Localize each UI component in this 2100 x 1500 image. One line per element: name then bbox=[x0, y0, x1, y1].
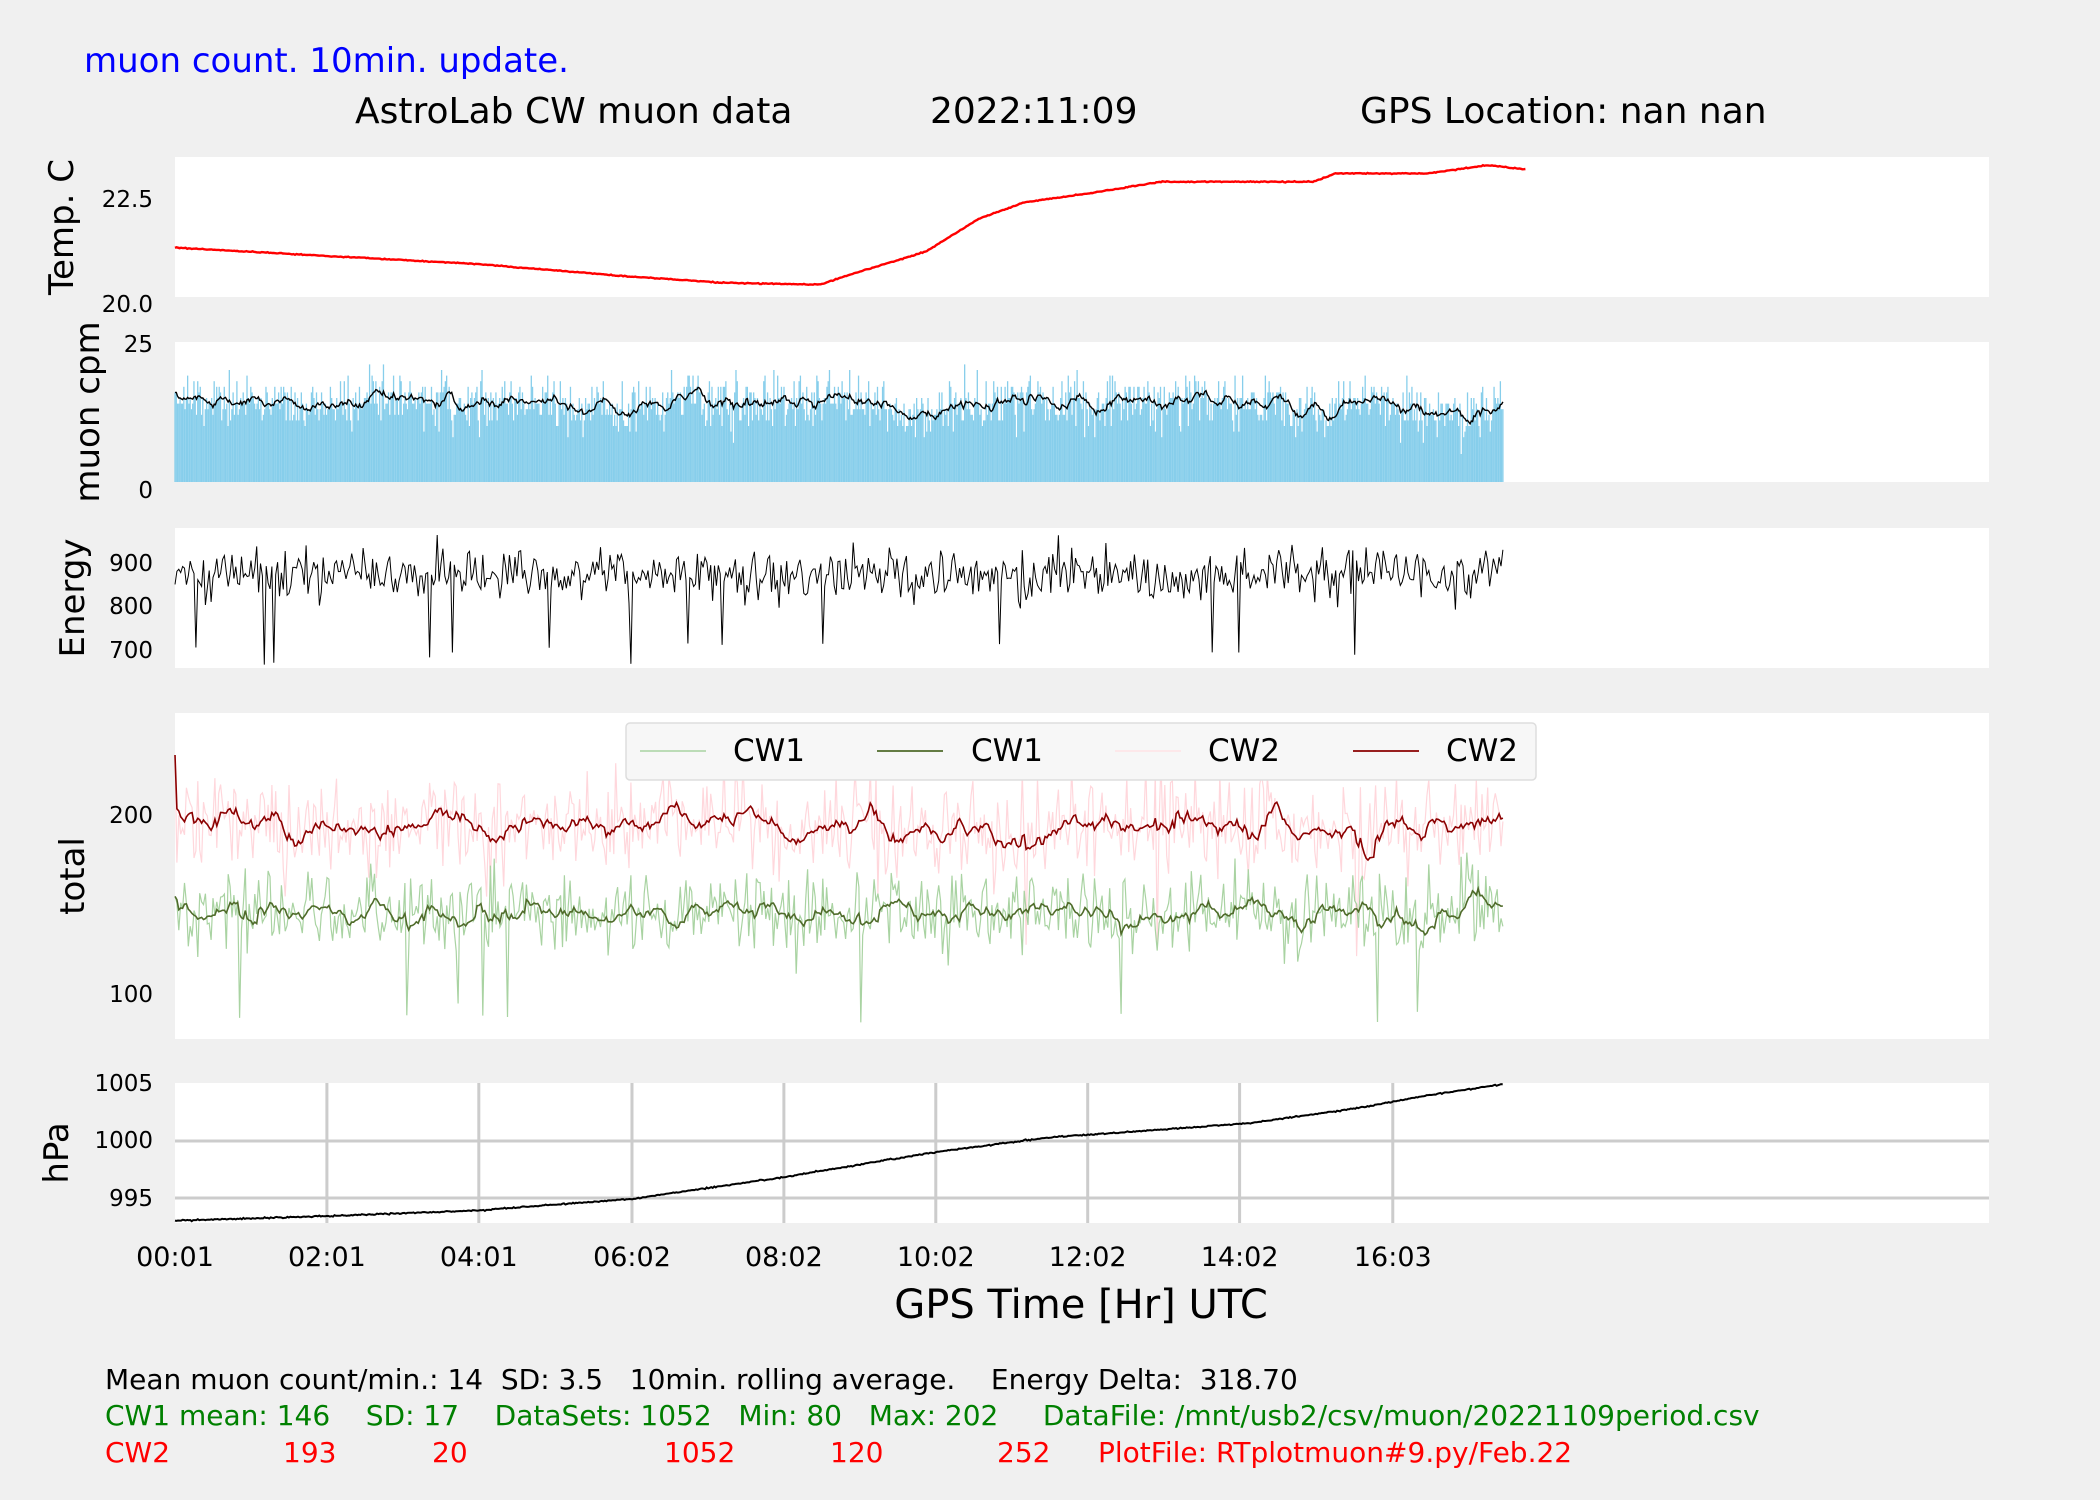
ytick-hpa-995: 995 bbox=[109, 1186, 153, 1212]
cw2-datasets: 1052 bbox=[664, 1436, 735, 1469]
cpm-plot bbox=[174, 364, 1504, 482]
cpm-rolling-average bbox=[175, 386, 1504, 426]
chart-date: 2022:11:09 bbox=[930, 91, 1138, 132]
ytick-cpm-0: 0 bbox=[138, 478, 153, 504]
energy-plot bbox=[174, 534, 1504, 665]
legend-label-cw2-avg: CW2 bbox=[1446, 733, 1518, 769]
ylabel-energy: Energy bbox=[53, 538, 93, 657]
ytick-temp-20: 20.0 bbox=[102, 292, 153, 318]
subtitle: muon count. 10min. update. bbox=[84, 41, 569, 81]
x-tick-label: 04:01 bbox=[440, 1242, 518, 1273]
cw2-sd: 20 bbox=[432, 1436, 468, 1469]
gps-location: GPS Location: nan nan bbox=[1360, 91, 1767, 132]
x-tick-label: 06:02 bbox=[593, 1242, 671, 1273]
panel-temp bbox=[175, 157, 1989, 297]
cw1-raw-line bbox=[174, 852, 1504, 1023]
panel-pressure bbox=[175, 1083, 1989, 1223]
x-tick-label: 02:01 bbox=[288, 1242, 366, 1273]
legend: CW1 CW1 CW2 CW2 bbox=[625, 722, 1537, 781]
legend-label-cw1-raw: CW1 bbox=[733, 733, 805, 769]
pressure-line bbox=[174, 1083, 1503, 1223]
ytick-hpa-1000: 1000 bbox=[94, 1128, 153, 1154]
chart-title: AstroLab CW muon data bbox=[355, 91, 792, 132]
energy-line bbox=[174, 534, 1504, 665]
x-tick-label: 14:02 bbox=[1201, 1242, 1279, 1273]
ytick-cpm-25: 25 bbox=[124, 332, 153, 358]
ytick-total-100: 100 bbox=[109, 982, 153, 1008]
stats-line-cw2: CW2 193 20 1052 120 252 PlotFile: RTplot… bbox=[105, 1436, 1572, 1469]
total-plot bbox=[174, 754, 1504, 1023]
x-axis-label: GPS Time [Hr] UTC bbox=[894, 1282, 1268, 1328]
legend-box bbox=[625, 722, 1537, 781]
cw2-max: 252 bbox=[997, 1436, 1050, 1469]
ylabel-pressure: hPa bbox=[37, 1122, 77, 1183]
cw2-min: 120 bbox=[830, 1436, 883, 1469]
legend-label-cw1-avg: CW1 bbox=[971, 733, 1043, 769]
cw2-name: CW2 bbox=[105, 1436, 170, 1469]
cw2-raw-line bbox=[174, 754, 1504, 957]
legend-label-cw2-raw: CW2 bbox=[1208, 733, 1280, 769]
x-tick-label: 16:03 bbox=[1354, 1242, 1432, 1273]
ylabel-total: total bbox=[53, 837, 93, 915]
ytick-total-200: 200 bbox=[109, 803, 153, 829]
x-tick-label: 08:02 bbox=[745, 1242, 823, 1273]
x-tick-label: 00:01 bbox=[136, 1242, 214, 1273]
ytick-energy-700: 700 bbox=[109, 638, 153, 664]
cw2-plotfile: PlotFile: RTplotmuon#9.py/Feb.22 bbox=[1098, 1436, 1572, 1469]
cw2-mean: 193 bbox=[283, 1436, 336, 1469]
x-axis: 00:01 02:01 04:01 06:02 08:02 10:02 12:02 14:02… bbox=[136, 1242, 1432, 1273]
ylabel-temp: Temp. C bbox=[42, 159, 82, 296]
x-tick-label: 12:02 bbox=[1049, 1242, 1127, 1273]
ylabel-cpm: muon cpm bbox=[68, 321, 108, 502]
ytick-hpa-1005: 1005 bbox=[94, 1071, 153, 1097]
panel-energy bbox=[175, 528, 1989, 668]
stats-line-cw1: CW1 mean: 146 SD: 17 DataSets: 1052 Min:… bbox=[105, 1399, 1760, 1432]
cw1-rolling-line bbox=[174, 885, 1503, 938]
temp-line bbox=[174, 163, 1526, 287]
cw2-rolling-line bbox=[174, 754, 1504, 862]
temp-plot bbox=[174, 163, 1526, 287]
pressure-plot bbox=[174, 1083, 1503, 1223]
x-tick-label: 10:02 bbox=[897, 1242, 975, 1273]
ytick-temp-22.5: 22.5 bbox=[102, 187, 153, 213]
ytick-energy-800: 800 bbox=[109, 594, 153, 620]
stats-line-muon: Mean muon count/min.: 14 SD: 3.5 10min. … bbox=[105, 1363, 1298, 1396]
ytick-energy-900: 900 bbox=[109, 551, 153, 577]
